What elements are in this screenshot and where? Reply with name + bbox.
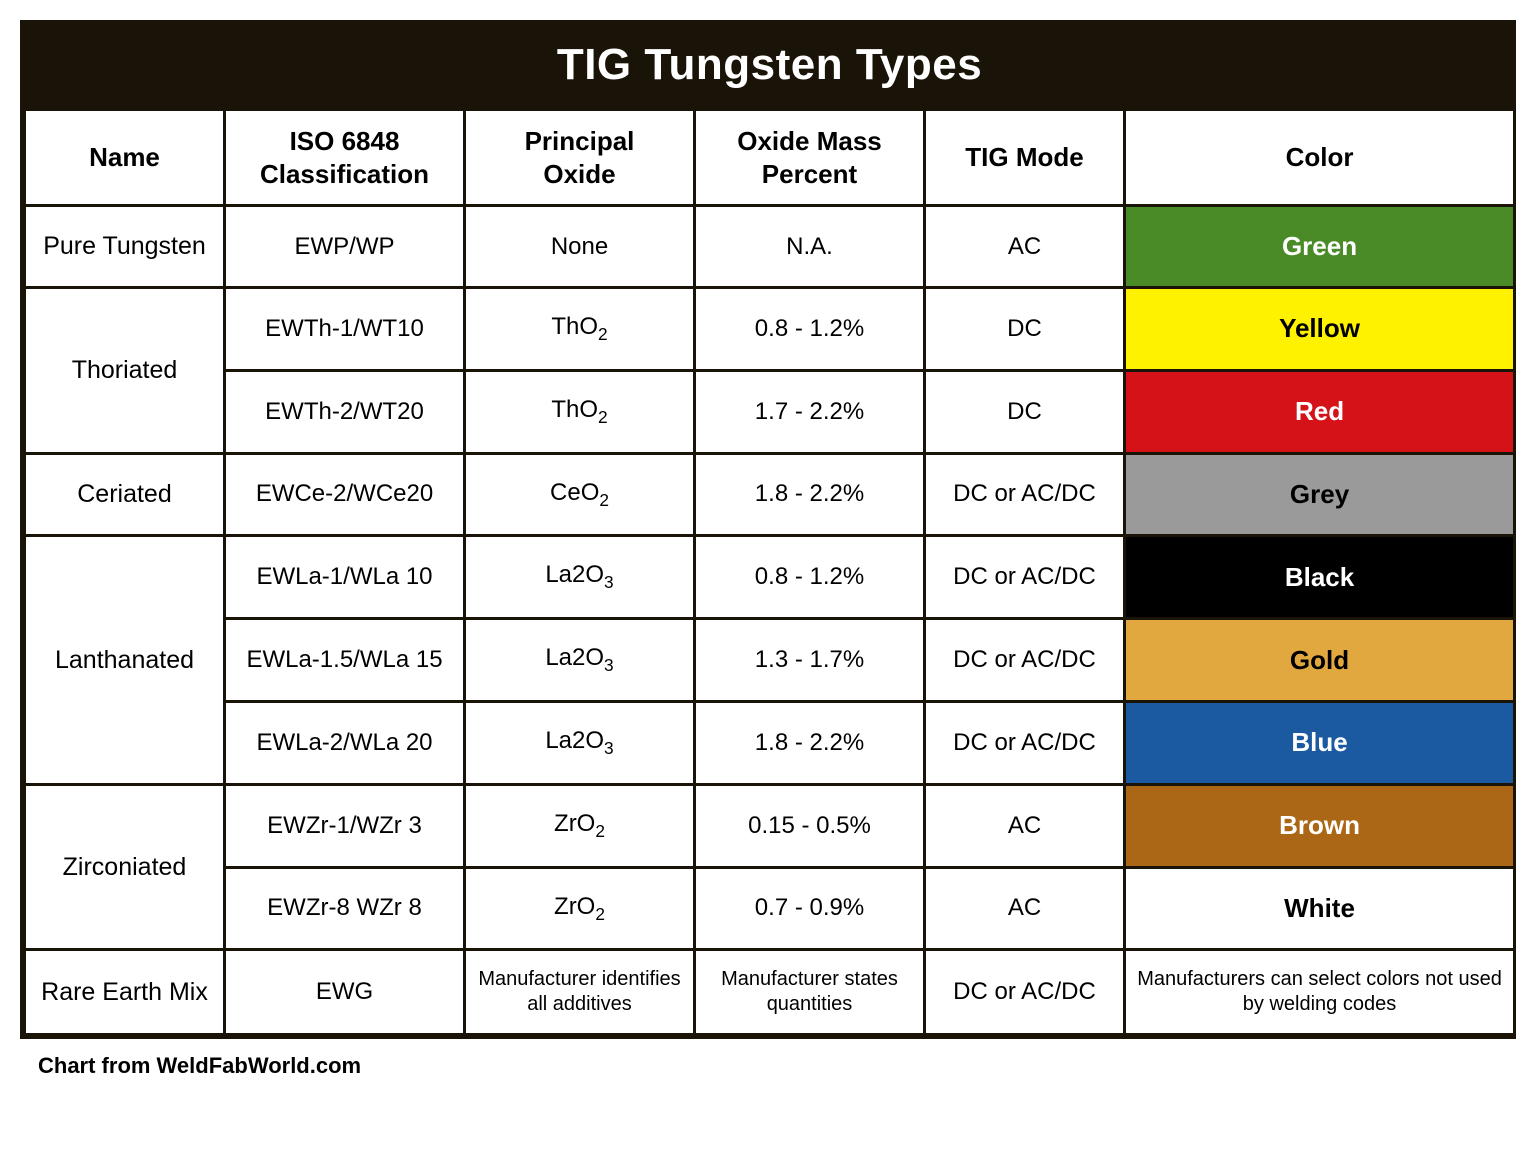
cell-mode: DC or AC/DC bbox=[925, 950, 1125, 1035]
table-row: ZirconiatedEWZr-1/WZr 3ZrO20.15 - 0.5%AC… bbox=[25, 784, 1515, 867]
table-title: TIG Tungsten Types bbox=[25, 25, 1515, 110]
cell-mode: AC bbox=[925, 784, 1125, 867]
cell-mode: DC or AC/DC bbox=[925, 619, 1125, 702]
cell-mass: N.A. bbox=[695, 206, 925, 288]
cell-mass: 1.7 - 2.2% bbox=[695, 370, 925, 453]
header-mass: Oxide MassPercent bbox=[695, 110, 925, 206]
cell-name: Pure Tungsten bbox=[25, 206, 225, 288]
cell-mass: Manufacturer states quantities bbox=[695, 950, 925, 1035]
cell-color: Blue bbox=[1125, 701, 1515, 784]
tungsten-table-wrap: TIG Tungsten Types Name ISO 6848Classifi… bbox=[20, 20, 1516, 1039]
cell-color: Manufacturers can select colors not used… bbox=[1125, 950, 1515, 1035]
cell-name: Thoriated bbox=[25, 288, 225, 454]
cell-color: Grey bbox=[1125, 453, 1515, 536]
cell-name: Ceriated bbox=[25, 453, 225, 536]
cell-name: Rare Earth Mix bbox=[25, 950, 225, 1035]
table-row: Pure TungstenEWP/WPNoneN.A.ACGreen bbox=[25, 206, 1515, 288]
cell-mass: 0.15 - 0.5% bbox=[695, 784, 925, 867]
cell-oxide: ZrO2 bbox=[465, 867, 695, 950]
header-iso: ISO 6848Classification bbox=[225, 110, 465, 206]
table-row: ThoriatedEWTh-1/WT10ThO20.8 - 1.2%DCYell… bbox=[25, 288, 1515, 371]
cell-mode: AC bbox=[925, 206, 1125, 288]
table-row: LanthanatedEWLa-1/WLa 10La2O30.8 - 1.2%D… bbox=[25, 536, 1515, 619]
cell-oxide: CeO2 bbox=[465, 453, 695, 536]
cell-oxide: ZrO2 bbox=[465, 784, 695, 867]
cell-iso: EWZr-1/WZr 3 bbox=[225, 784, 465, 867]
table-header-row: Name ISO 6848Classification PrincipalOxi… bbox=[25, 110, 1515, 206]
cell-name: Lanthanated bbox=[25, 536, 225, 784]
cell-color: Green bbox=[1125, 206, 1515, 288]
cell-name: Zirconiated bbox=[25, 784, 225, 950]
cell-mode: DC bbox=[925, 288, 1125, 371]
cell-color: Gold bbox=[1125, 619, 1515, 702]
cell-mode: AC bbox=[925, 867, 1125, 950]
cell-iso: EWLa-1.5/WLa 15 bbox=[225, 619, 465, 702]
cell-iso: EWG bbox=[225, 950, 465, 1035]
cell-mode: DC or AC/DC bbox=[925, 701, 1125, 784]
cell-mass: 1.8 - 2.2% bbox=[695, 701, 925, 784]
table-title-row: TIG Tungsten Types bbox=[25, 25, 1515, 110]
cell-iso: EWP/WP bbox=[225, 206, 465, 288]
cell-color: Black bbox=[1125, 536, 1515, 619]
cell-iso: EWTh-1/WT10 bbox=[225, 288, 465, 371]
table-row: EWLa-2/WLa 20La2O31.8 - 2.2%DC or AC/DCB… bbox=[25, 701, 1515, 784]
cell-oxide: La2O3 bbox=[465, 536, 695, 619]
header-color: Color bbox=[1125, 110, 1515, 206]
cell-iso: EWCe-2/WCe20 bbox=[225, 453, 465, 536]
cell-oxide: ThO2 bbox=[465, 370, 695, 453]
cell-mass: 0.8 - 1.2% bbox=[695, 536, 925, 619]
cell-color: Yellow bbox=[1125, 288, 1515, 371]
header-oxide: PrincipalOxide bbox=[465, 110, 695, 206]
cell-oxide: La2O3 bbox=[465, 701, 695, 784]
cell-oxide: ThO2 bbox=[465, 288, 695, 371]
cell-mode: DC or AC/DC bbox=[925, 536, 1125, 619]
tungsten-table: TIG Tungsten Types Name ISO 6848Classifi… bbox=[23, 23, 1516, 1036]
cell-mass: 1.8 - 2.2% bbox=[695, 453, 925, 536]
header-mode: TIG Mode bbox=[925, 110, 1125, 206]
cell-iso: EWZr-8 WZr 8 bbox=[225, 867, 465, 950]
cell-iso: EWTh-2/WT20 bbox=[225, 370, 465, 453]
cell-mass: 0.8 - 1.2% bbox=[695, 288, 925, 371]
cell-color: Red bbox=[1125, 370, 1515, 453]
table-row: EWTh-2/WT20ThO21.7 - 2.2%DCRed bbox=[25, 370, 1515, 453]
cell-iso: EWLa-2/WLa 20 bbox=[225, 701, 465, 784]
cell-iso: EWLa-1/WLa 10 bbox=[225, 536, 465, 619]
table-row: CeriatedEWCe-2/WCe20CeO21.8 - 2.2%DC or … bbox=[25, 453, 1515, 536]
table-row: EWZr-8 WZr 8ZrO20.7 - 0.9%ACWhite bbox=[25, 867, 1515, 950]
chart-credit: Chart from WeldFabWorld.com bbox=[20, 1039, 1516, 1079]
cell-mass: 1.3 - 1.7% bbox=[695, 619, 925, 702]
cell-color: White bbox=[1125, 867, 1515, 950]
header-name: Name bbox=[25, 110, 225, 206]
cell-oxide: Manufacturer identifies all additives bbox=[465, 950, 695, 1035]
cell-oxide: La2O3 bbox=[465, 619, 695, 702]
table-row: Rare Earth MixEWGManufacturer identifies… bbox=[25, 950, 1515, 1035]
table-row: EWLa-1.5/WLa 15La2O31.3 - 1.7%DC or AC/D… bbox=[25, 619, 1515, 702]
cell-mode: DC bbox=[925, 370, 1125, 453]
cell-mode: DC or AC/DC bbox=[925, 453, 1125, 536]
cell-mass: 0.7 - 0.9% bbox=[695, 867, 925, 950]
cell-oxide: None bbox=[465, 206, 695, 288]
cell-color: Brown bbox=[1125, 784, 1515, 867]
